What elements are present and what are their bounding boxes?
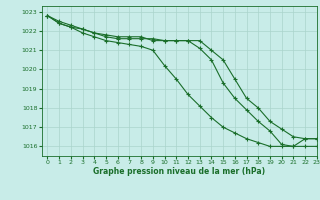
X-axis label: Graphe pression niveau de la mer (hPa): Graphe pression niveau de la mer (hPa)	[93, 167, 265, 176]
